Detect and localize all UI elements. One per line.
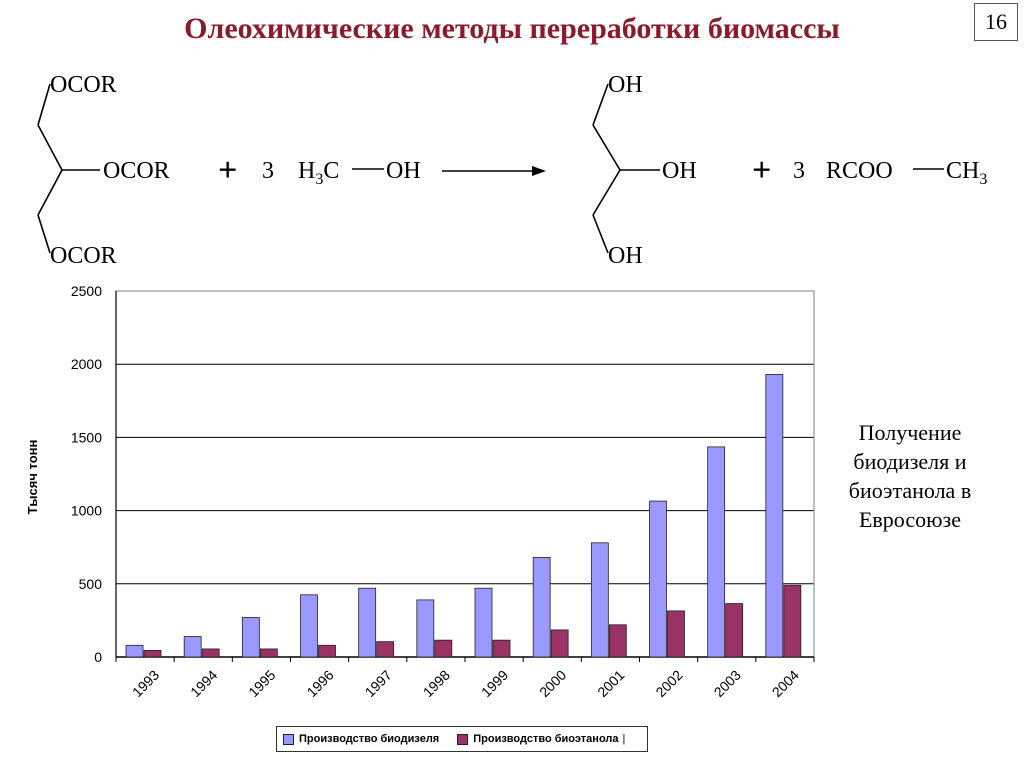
plus-sign-1: + <box>218 152 237 189</box>
methanol-coefficient: 3 <box>262 158 274 184</box>
methanol-formula: H3C <box>298 158 339 188</box>
y-tick-label: 2000 <box>71 356 102 372</box>
product-group-2: OH <box>662 158 697 184</box>
bar-bioethanol <box>783 584 802 658</box>
legend-swatch-biodiesel <box>283 733 294 745</box>
bar-biodiesel <box>300 594 318 658</box>
reactant-group-3: OCOR <box>50 243 117 269</box>
bar-biodiesel <box>707 446 726 658</box>
caption-line-2: биодизеля и <box>853 449 967 474</box>
chart-caption: Получение биодизеля и биоэтанола в Еврос… <box>820 418 1000 534</box>
bar-bioethanol <box>318 644 336 658</box>
bar-biodiesel <box>183 636 202 658</box>
bar-bioethanol <box>376 641 395 658</box>
x-tick-label: 2003 <box>711 667 744 700</box>
legend-label-biodiesel: Производство биодизеля <box>299 733 440 745</box>
methanol-hydroxyl: OH <box>386 158 421 184</box>
x-tick-label: 2004 <box>769 667 802 700</box>
legend-swatch-bioethanol <box>457 733 469 745</box>
bar-biodiesel <box>125 644 144 658</box>
bar-biodiesel <box>649 500 667 658</box>
caption-line-4: Евросоюзе <box>858 507 962 532</box>
bar-bioethanol <box>550 629 569 658</box>
legend-tail-mark: | <box>622 733 626 745</box>
bar-biodiesel <box>241 617 260 658</box>
bar-bioethanol <box>667 610 685 658</box>
transesterification-reaction: OCOR OCOR OCOR + 3 H3C OH OH OH OH + 3 R… <box>37 72 987 269</box>
bar-biodiesel <box>590 542 609 658</box>
chart-legend: Производство биодизеля Производство биоэ… <box>276 726 648 752</box>
reaction-arrow <box>442 166 546 176</box>
bar-bioethanol <box>725 603 744 658</box>
plus-sign-2: + <box>752 152 771 189</box>
legend-item-bioethanol: Производство биоэтанола | <box>457 733 625 745</box>
ester-coefficient: 3 <box>793 158 805 184</box>
reactant-group-2: OCOR <box>103 158 170 184</box>
glycerol-skeleton <box>592 83 660 254</box>
x-tick-label: 2002 <box>652 667 685 700</box>
x-tick-label: 1995 <box>245 667 278 700</box>
y-axis-label: Тысяч тонн <box>25 440 40 515</box>
ester-acyl: RCOO <box>826 158 893 184</box>
bar-bioethanol <box>259 648 278 658</box>
ester-methyl: CH3 <box>946 158 987 188</box>
bar-bioethanol <box>434 639 453 658</box>
legend-item-biodiesel: Производство биодизеля <box>283 733 439 745</box>
x-tick-label: 1998 <box>420 667 453 700</box>
bar-biodiesel <box>416 599 435 658</box>
caption-line-1: Получение <box>858 420 962 445</box>
x-tick-label: 1996 <box>303 667 336 700</box>
x-tick-label: 1999 <box>478 667 511 700</box>
bar-chart: 0 500 1000 1500 2000 2500 1993 1994 1995 1996 1997… <box>25 283 815 700</box>
y-tick-label: 2500 <box>71 283 102 299</box>
legend-label-bioethanol: Производство биоэтанола <box>473 733 619 745</box>
bar-bioethanol <box>608 624 627 658</box>
slide-title: Олеохимические методы переработки биомас… <box>184 12 840 45</box>
bar-bioethanol <box>143 650 162 658</box>
bar-biodiesel <box>358 587 377 658</box>
y-tick-label: 1500 <box>71 429 102 445</box>
bar-bioethanol <box>492 639 511 658</box>
bar-biodiesel <box>474 587 493 658</box>
product-group-3: OH <box>608 243 643 269</box>
y-tick-label: 1000 <box>71 503 102 519</box>
x-tick-label: 2001 <box>594 667 627 700</box>
bar-biodiesel <box>765 374 784 658</box>
bar-biodiesel <box>532 557 551 658</box>
x-tick-label: 1994 <box>187 667 220 700</box>
x-tick-label: 2000 <box>536 667 569 700</box>
page-number: 16 <box>974 3 1018 41</box>
x-tick-label: 1993 <box>129 667 162 700</box>
triglyceride-skeleton <box>37 83 100 254</box>
x-tick-label: 1997 <box>362 667 395 700</box>
y-tick-label: 0 <box>94 649 102 665</box>
product-group-1: OH <box>608 72 643 98</box>
bar-bioethanol <box>201 648 220 658</box>
reactant-group-1: OCOR <box>50 72 117 98</box>
caption-line-3: биоэтанола в <box>848 478 972 503</box>
y-tick-label: 500 <box>79 576 103 592</box>
